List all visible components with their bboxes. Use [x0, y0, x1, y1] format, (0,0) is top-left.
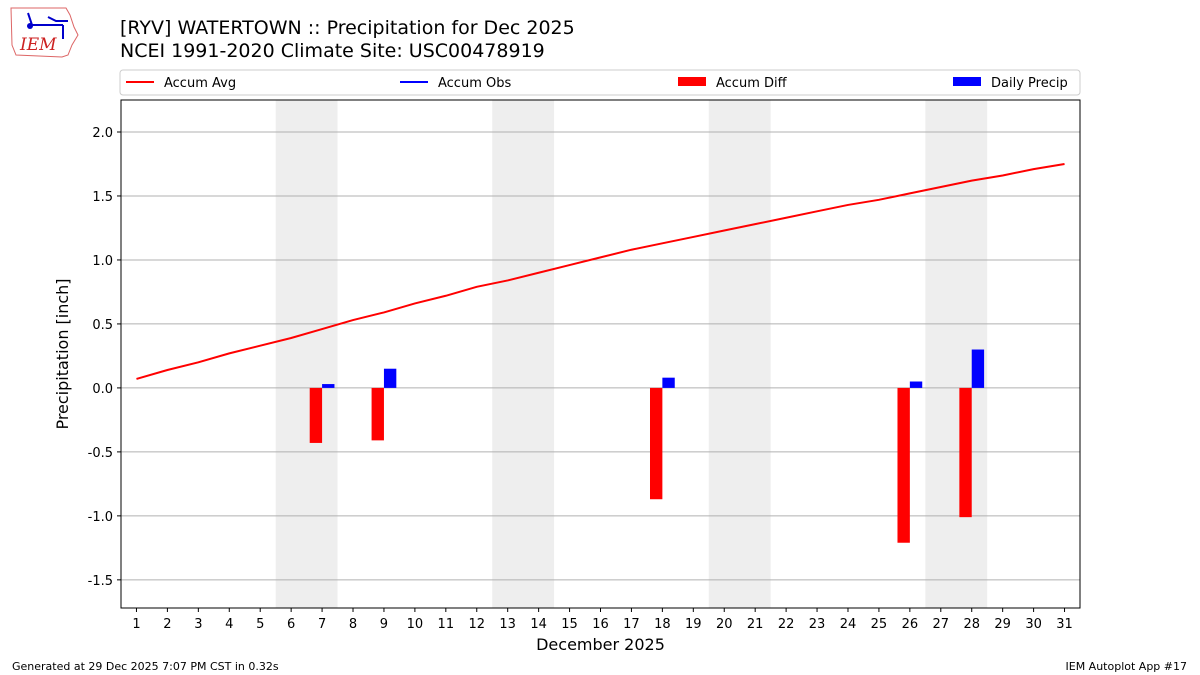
footer-generated: Generated at 29 Dec 2025 7:07 PM CST in … — [12, 660, 279, 673]
x-tick-label: 24 — [840, 617, 857, 632]
legend-label: Accum Avg — [164, 76, 236, 91]
x-tick-label: 14 — [530, 617, 547, 632]
chart-title: [RYV] WATERTOWN :: Precipitation for Dec… — [120, 17, 575, 39]
x-tick-label: 6 — [287, 617, 295, 632]
x-tick-label: 11 — [438, 617, 455, 632]
y-tick-label: 0.0 — [92, 382, 113, 397]
legend-label: Daily Precip — [991, 76, 1068, 91]
x-tick-label: 15 — [561, 617, 578, 632]
x-tick-label: 31 — [1056, 617, 1073, 632]
accum-diff-bar — [897, 387, 910, 543]
x-tick-label: 4 — [225, 617, 233, 632]
svg-text:IEM: IEM — [19, 35, 57, 55]
x-tick-label: 22 — [778, 617, 795, 632]
legend-swatch — [678, 77, 706, 86]
legend-label: Accum Diff — [716, 76, 788, 91]
chart-subtitle: NCEI 1991-2020 Climate Site: USC00478919 — [120, 40, 545, 62]
x-tick-label: 27 — [933, 617, 950, 632]
x-tick-label: 8 — [349, 617, 357, 632]
weekend-shade — [275, 100, 338, 608]
accum-avg-line — [136, 162, 1065, 380]
legend-label: Accum Obs — [438, 76, 511, 91]
x-tick-label: 5 — [256, 617, 264, 632]
x-tick-label: 28 — [963, 617, 980, 632]
iem-logo: IEM — [10, 7, 79, 58]
x-tick-label: 10 — [407, 617, 424, 632]
y-tick-label: 0.5 — [92, 318, 113, 333]
daily-precip-bar — [322, 384, 335, 388]
daily-precip-bar — [909, 381, 923, 388]
x-tick-label: 20 — [716, 617, 733, 632]
x-tick-label: 21 — [747, 617, 764, 632]
daily-precip-bar — [383, 368, 397, 388]
x-tick-label: 12 — [468, 617, 485, 632]
y-tick-label: 1.5 — [92, 190, 113, 205]
x-tick-label: 1 — [132, 617, 140, 632]
x-tick-label: 30 — [1025, 617, 1042, 632]
x-tick-label: 29 — [994, 617, 1011, 632]
accum-diff-bar — [309, 387, 323, 443]
x-tick-label: 16 — [592, 617, 609, 632]
x-tick-label: 19 — [685, 617, 702, 632]
x-tick-label: 26 — [902, 617, 919, 632]
y-tick-label: 2.0 — [92, 126, 113, 141]
y-tick-label: -1.0 — [88, 510, 113, 525]
x-tick-label: 3 — [194, 617, 202, 632]
x-tick-label: 18 — [654, 617, 671, 632]
y-tick-label: -1.5 — [88, 574, 113, 589]
plot-frame — [120, 99, 1081, 609]
x-tick-label: 7 — [318, 617, 326, 632]
legend-box — [119, 69, 1081, 96]
x-tick-label: 13 — [499, 617, 516, 632]
footer-app: IEM Autoplot App #17 — [1065, 660, 1188, 673]
daily-precip-bar — [662, 377, 675, 388]
weekend-shade — [492, 100, 555, 608]
y-tick-label: -0.5 — [88, 446, 113, 461]
legend-swatch — [953, 77, 981, 86]
accum-diff-bar — [959, 387, 972, 518]
daily-precip-bar — [971, 349, 985, 388]
x-tick-label: 23 — [809, 617, 826, 632]
accum-diff-bar — [371, 387, 384, 441]
x-tick-label: 9 — [380, 617, 388, 632]
x-tick-label: 2 — [163, 617, 171, 632]
y-axis-label: Precipitation [inch] — [53, 278, 72, 429]
y-tick-label: 1.0 — [92, 254, 113, 269]
accum-diff-bar — [649, 387, 663, 500]
weekend-shade — [708, 100, 771, 608]
x-tick-label: 25 — [871, 617, 888, 632]
x-tick-label: 17 — [623, 617, 640, 632]
x-axis-label: December 2025 — [536, 635, 665, 654]
